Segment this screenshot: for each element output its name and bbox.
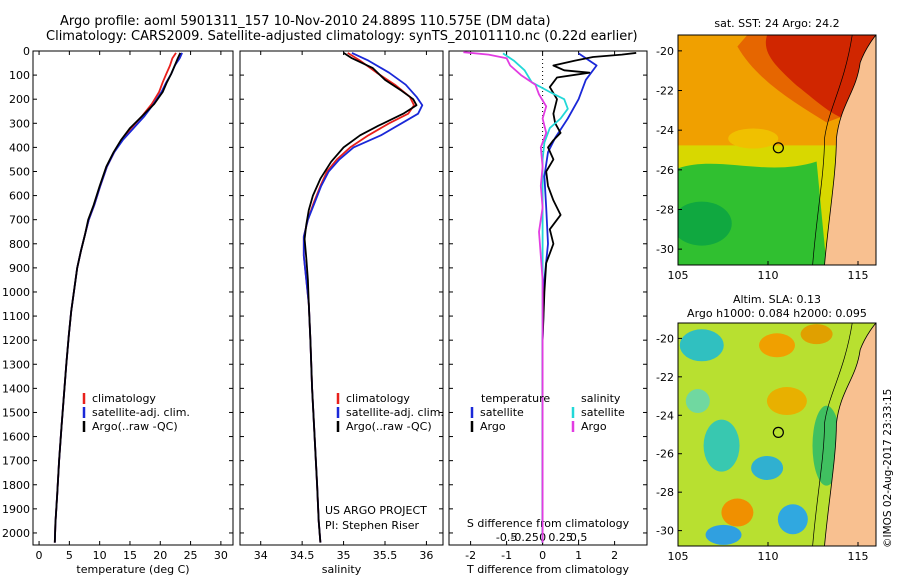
series-line [541,52,637,543]
depth-tick-label: 1600 [2,431,30,444]
project-annotation: US ARGO PROJECT [325,504,427,517]
map-frame [677,322,877,547]
lon-tick-label: 105 [668,550,689,563]
legend-label: Argo(..raw -QC) [92,420,178,433]
figure-title-line1: Argo profile: aoml 5901311_157 10-Nov-20… [60,14,551,29]
sla-map [677,322,877,547]
legend-label: Argo [581,420,607,433]
series-line [303,52,418,543]
x-tick-label: 35.5 [373,549,398,562]
depth-tick-label: 1100 [2,310,30,323]
plot-frame [32,50,234,546]
x-tick-label: 30 [214,549,228,562]
x2-tick-label: 0.5 [570,531,588,544]
lat-tick-label: -30 [656,525,674,538]
x-tick-label: -1 [501,549,512,562]
lat-tick-label: -22 [656,85,674,98]
lat-tick-label: -22 [656,371,674,384]
x2-tick-label: -0.25 [510,531,538,544]
x2-tick-label: 0.25 [548,531,573,544]
legend-label: satellite-adj. clim. [92,406,190,419]
depth-tick-label: 0 [23,45,30,58]
depth-tick-label: 800 [9,238,30,251]
series-line [463,51,548,543]
depth-tick-label: 1200 [2,334,30,347]
x-tick-label: 0 [539,549,546,562]
lat-tick-label: -24 [656,409,674,422]
x-axis-label: T difference from climatology [466,563,629,576]
x-tick-label: 25 [184,549,198,562]
x-tick-label: -2 [465,549,476,562]
sst-map [677,34,877,266]
figure-title-line2: Climatology: CARS2009. Satellite-adjuste… [46,29,638,44]
legend-label: satellite [581,406,625,419]
x-tick-label: 36 [419,549,433,562]
x-tick-label: 34.5 [290,549,315,562]
legend-label: Argo(..raw -QC) [346,420,432,433]
legend-label: satellite-adj. clim. [346,406,444,419]
lat-tick-label: -20 [656,45,674,58]
argo-position-marker [772,142,784,154]
legend-label: Argo [480,420,506,433]
x-tick-label: 1 [575,549,582,562]
x-tick-label: 10 [93,549,107,562]
lon-tick-label: 115 [848,269,869,282]
sla-map-subtitle: Argo h1000: 0.084 h2000: 0.095 [687,307,867,320]
depth-tick-label: 1500 [2,406,30,419]
depth-tick-label: 1800 [2,479,30,492]
depth-tick-label: 100 [9,69,30,82]
plot-frame [448,50,648,546]
depth-tick-label: 700 [9,214,30,227]
depth-tick-label: 1400 [2,382,30,395]
depth-tick-label: 400 [9,141,30,154]
lon-tick-label: 105 [668,269,689,282]
lon-tick-label: 110 [758,550,779,563]
lat-tick-label: -28 [656,486,674,499]
x-tick-label: 15 [123,549,137,562]
lat-tick-label: -26 [656,448,674,461]
series-line [53,52,182,543]
depth-tick-label: 500 [9,165,30,178]
pi-annotation: PI: Stephen Riser [325,519,420,532]
x-tick-label: 20 [153,549,167,562]
x2-tick-label: -0.5 [496,531,517,544]
x-tick-label: 2 [611,549,618,562]
map-frame [677,34,877,266]
plot-frame [239,50,444,546]
lat-tick-label: -28 [656,203,674,216]
depth-tick-label: 300 [9,117,30,130]
legend-label: climatology [92,392,156,405]
lat-tick-label: -24 [656,124,674,137]
legend-label: climatology [346,392,410,405]
lat-tick-label: -30 [656,243,674,256]
legend-title: salinity [581,392,621,405]
legend-title: temperature [481,392,550,405]
x-tick-label: 34 [254,549,268,562]
x-tick-label: 0 [36,549,43,562]
lon-tick-label: 110 [758,269,779,282]
x-tick-label: 35 [337,549,351,562]
depth-tick-label: 900 [9,262,30,275]
x2-axis-label: S difference from climatology [467,517,630,530]
x-tick-label: 5 [66,549,73,562]
lon-tick-label: 115 [848,550,869,563]
depth-tick-label: 1300 [2,358,30,371]
sla-map-title: Altim. SLA: 0.13 [733,293,821,306]
depth-tick-label: 1000 [2,286,30,299]
legend-label: satellite [480,406,524,419]
depth-tick-label: 600 [9,190,30,203]
x-axis-label: salinity [322,563,362,576]
depth-tick-label: 200 [9,93,30,106]
depth-tick-label: 2000 [2,527,30,540]
depth-tick-label: 1900 [2,503,30,516]
x-axis-label: temperature (deg C) [76,563,189,576]
lat-tick-label: -20 [656,332,674,345]
sst-map-title: sat. SST: 24 Argo: 24.2 [714,17,839,30]
lat-tick-label: -26 [656,164,674,177]
credit-text: ©IMOS 02-Aug-2017 23:33:15 [882,388,894,548]
depth-tick-label: 1700 [2,455,30,468]
argo-position-marker [772,426,784,438]
